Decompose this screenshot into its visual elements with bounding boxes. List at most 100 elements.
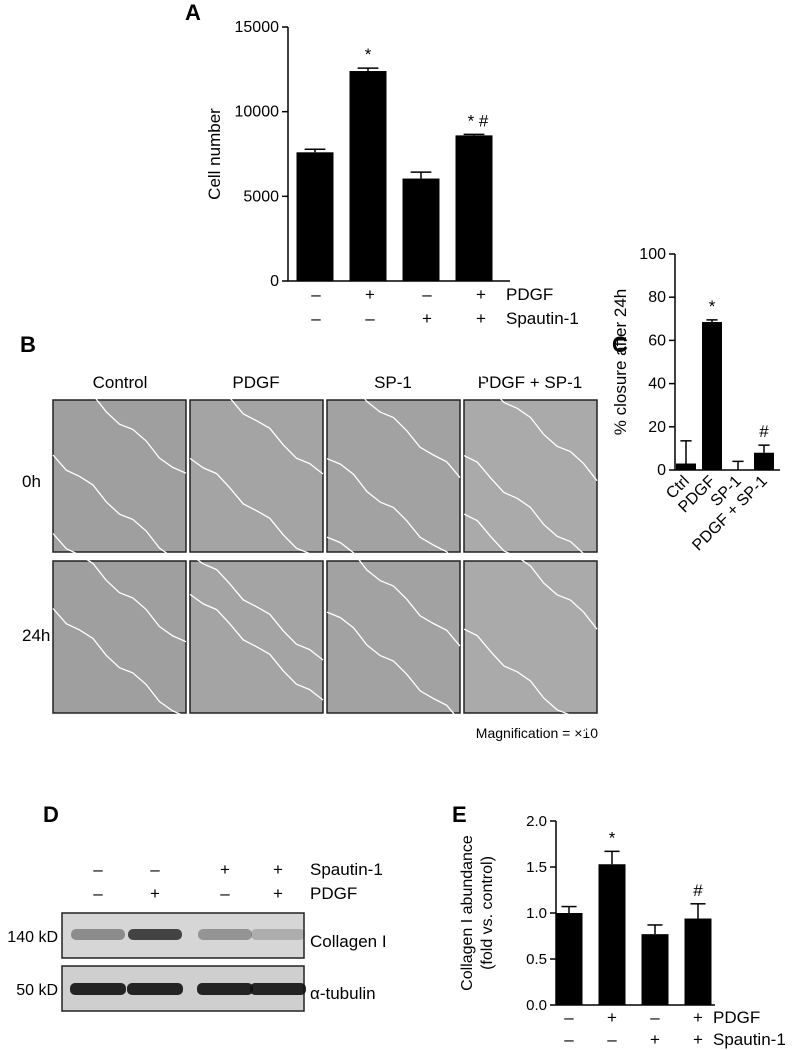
treatment-sign: – [311,285,321,304]
treatment-sign: – [607,1030,617,1049]
treatment-sign: + [150,884,160,903]
band-tubulin-3 [250,983,306,995]
panel-letter-d: D [43,802,59,827]
band-collagen-0 [71,929,125,940]
panel-letter-c: C [612,332,628,357]
treatment-sign: – [93,884,103,903]
panel-b-scratch-assay: Control PDGF SP-1 PDGF + SP-1 0h 24h Mag… [22,364,598,745]
y-tick-label: 100 [639,246,666,263]
bar-0 [296,152,334,281]
bar-2 [641,934,669,1005]
column-label-sp1: SP-1 [374,373,412,392]
y-tick-label: 10000 [235,104,280,121]
panel-letter-a: A [185,0,201,25]
treatment-sign: + [693,1030,703,1049]
micrograph-1-1 [189,560,324,714]
treatment-label: PDGF [713,1008,760,1027]
micrograph-0-3 [463,399,598,553]
wound-edge-lower [463,628,598,745]
treatment-sign: + [365,285,375,304]
band-collagen-3 [251,929,305,940]
wound-edge-upper [189,553,324,661]
y-axis-label: % closure after 24h [611,289,630,435]
y-tick-label: 0 [657,462,666,479]
micrograph-1-3 [463,560,598,714]
treatment-sign: + [273,860,283,879]
y-tick-label: 80 [648,289,666,306]
treatment-sign: + [273,884,283,903]
treatment-table-a: – + – + PDGF – – + + Spautin-1 [311,285,579,328]
micrograph-0-0 [52,399,187,553]
bar-3 [754,452,774,470]
treatment-sign: – [311,309,321,328]
panel-letter-b: B [20,332,36,357]
wound-edge-lower [326,611,461,722]
band-collagen-1 [128,929,182,940]
micrograph-1-2 [326,560,461,714]
treatment-sign: – [220,884,230,903]
treatment-sign: – [150,860,160,879]
wound-edge-lower [326,457,461,569]
mw-label-50: 50 kD [16,982,58,999]
treatment-label: Spautin-1 [713,1030,786,1049]
band-tubulin-1 [127,983,183,995]
blot-collagen [61,912,305,959]
panel-letter-e: E [452,802,467,827]
treatment-sign: – [564,1008,574,1027]
significance-mark-3: # [693,881,703,900]
band-label-collagen: Collagen I [310,932,387,951]
treatment-sign: – [650,1008,660,1027]
band-tubulin-2 [197,983,253,995]
treatment-sign: – [93,860,103,879]
y-tick-label: 60 [648,332,666,349]
treatment-sign: + [476,285,486,304]
significance-mark-1: * [609,828,616,847]
micrograph-1-0 [52,560,187,714]
significance-mark-1: * [709,297,716,316]
y-axis-label: Collagen I abundance [459,835,476,991]
significance-mark-1: * [365,45,372,64]
treatment-sign: – [365,309,375,328]
wound-edge-lower [52,454,187,564]
treatment-sign: + [607,1008,617,1027]
magnification-note: Magnification = ×10 [476,725,598,741]
mw-label-140: 140 kD [7,929,58,946]
band-tubulin-0 [70,983,126,995]
micrograph-0-2 [326,399,461,553]
treatment-sign: + [476,309,486,328]
significance-mark-3: * # [468,111,489,130]
wound-edge-upper [52,533,187,643]
chart-a-cell-number: 0 5000 10000 15000 Cell number * * # [205,19,510,290]
treatment-table-e: – + – + PDGF – – + + Spautin-1 [564,1008,786,1049]
y-tick-label: 20 [648,419,666,436]
bar-1 [702,322,722,470]
bar-2 [402,178,440,281]
y-tick-label: 0.0 [526,997,547,1014]
chart-e-collagen-abundance: 0.0 0.5 1.0 1.5 2.0 Collagen I abundance (fold… [459,813,715,1014]
row-label-0h: 0h [22,472,41,491]
bar-1 [598,864,626,1005]
treatment-sign: + [220,860,230,879]
y-tick-label: 0 [270,273,279,290]
treatment-label: PDGF [506,285,553,304]
wound-edge-lower [52,608,187,718]
treatment-sign: + [422,309,432,328]
band-collagen-2 [198,929,252,940]
treatment-label: Spautin-1 [310,860,383,879]
wound-edge-upper [463,513,598,630]
column-label-pdgf: PDGF [232,373,279,392]
treatment-label: PDGF [310,884,357,903]
wound-edge-lower [463,455,598,572]
y-tick-label: 1.0 [526,905,547,922]
wound-edge-upper [326,367,461,479]
y-tick-label: 5000 [243,188,279,205]
wound-edge-upper [189,367,324,475]
wound-edge-upper [326,536,461,647]
bar-0 [555,913,583,1005]
treatment-sign: + [650,1030,660,1049]
treatment-sign: – [422,285,432,304]
panel-d-western-blot: – – + + Spautin-1 – + – + PDGF 140 kD 50 kD Collagen… [7,860,387,1012]
y-axis-label-secondary: (fold vs. control) [479,856,496,970]
